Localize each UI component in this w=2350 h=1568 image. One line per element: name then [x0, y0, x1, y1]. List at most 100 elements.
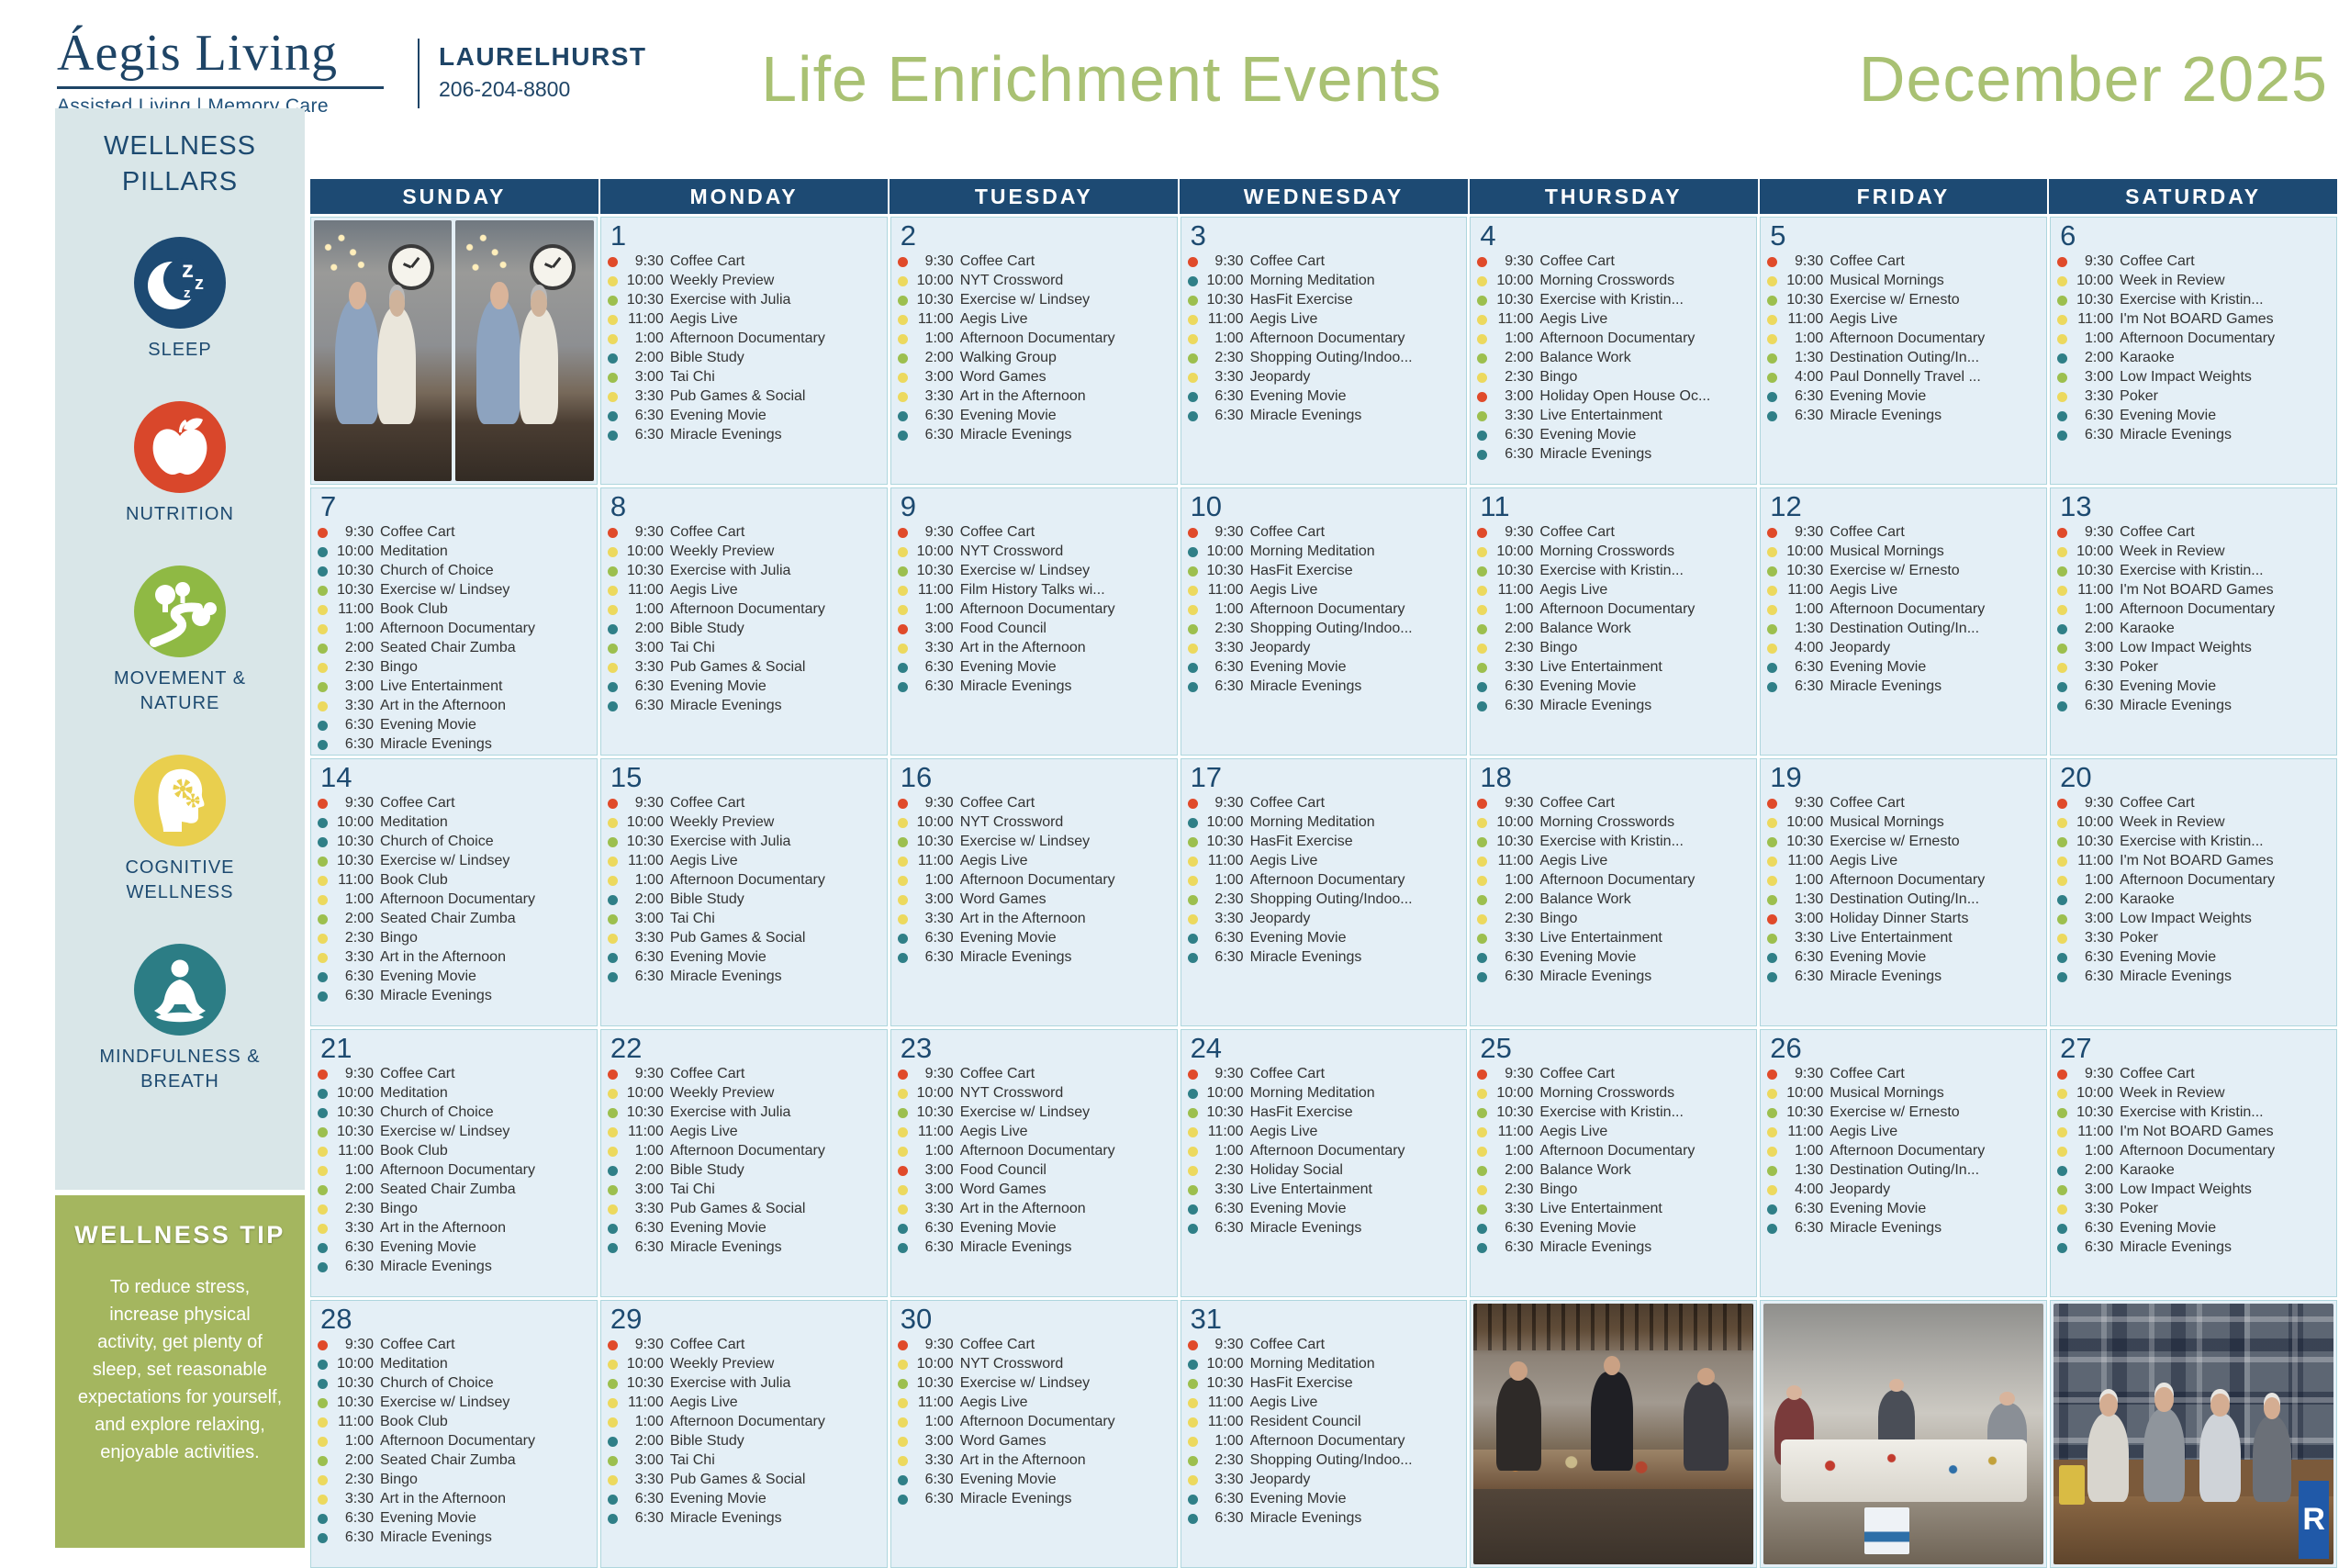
event: 11:00 Aegis Live	[1767, 310, 2044, 329]
event-label: Seated Chair Zumba	[380, 640, 516, 655]
event-time: 9:30	[2085, 253, 2114, 269]
pillar-dot-cognitive	[897, 817, 908, 828]
event-time: 3:30	[1505, 408, 1534, 423]
event: 2:30 Shopping Outing/Indoo...	[1187, 620, 1465, 638]
event-time: 6:30	[924, 427, 954, 442]
pillar-cognitive-wellness: COGNITIVE WELLNESS	[93, 755, 267, 905]
pillar-dot-movement	[318, 1184, 328, 1195]
event: 3:30 Jeopardy	[1187, 368, 1465, 386]
pillar-dot-cognitive	[318, 604, 328, 615]
pillar-dot-cognitive	[1187, 856, 1198, 867]
event-time: 1:00	[344, 1162, 374, 1178]
event-label: Afternoon Documentary	[380, 1162, 535, 1178]
event: 6:30 Evening Movie	[2057, 948, 2334, 967]
event-time: 3:00	[2085, 1182, 2114, 1197]
event-label: Coffee Cart	[669, 524, 745, 540]
event: 1:00 Afternoon Documentary	[1767, 600, 2044, 619]
event: 6:30 Evening Movie	[1187, 658, 1465, 677]
event: 6:30 Evening Movie	[1767, 387, 2044, 406]
event: 3:30 Art in the Afternoon	[897, 639, 1175, 657]
event-label: Evening Movie	[1539, 427, 1637, 442]
event-label: Afternoon Documentary	[1539, 330, 1695, 346]
event-time: 6:30	[1505, 698, 1534, 713]
event-label: Evening Movie	[1830, 949, 1927, 965]
event-time: 1:30	[1795, 891, 1824, 907]
event: 6:30 Evening Movie	[1187, 929, 1465, 947]
event-time: 2:30	[1505, 369, 1534, 385]
event-label: Aegis Live	[1539, 582, 1608, 598]
event-label: Seated Chair Zumba	[380, 911, 516, 926]
event-label: Meditation	[380, 1085, 448, 1101]
pillar-dot-mindfulness	[318, 720, 328, 731]
event: 6:30 Miracle Evenings	[1187, 407, 1465, 425]
date-number: 14	[320, 761, 352, 793]
event-label: Live Entertainment	[380, 678, 503, 694]
event: 10:30 Church of Choice	[318, 562, 595, 580]
event-label: Coffee Cart	[380, 1337, 455, 1352]
event: 11:00 Book Club	[318, 600, 595, 619]
calendar-cell-day-24: 24 9:30 Coffee Cart 10:00 Morning Meditation…	[1180, 1029, 1468, 1297]
pillar-dot-cognitive	[1767, 1184, 1778, 1195]
event: 11:00 Aegis Live	[607, 1394, 885, 1412]
event: 10:00 Morning Meditation	[1187, 1084, 1465, 1103]
event: 9:30 Coffee Cart	[607, 252, 885, 271]
event-label: Evening Movie	[669, 1491, 767, 1506]
event-time: 6:30	[344, 1259, 374, 1274]
event: 3:30 Pub Games & Social	[607, 929, 885, 947]
event-time: 10:30	[1786, 1104, 1824, 1120]
event: 3:00 Word Games	[897, 1181, 1175, 1199]
event-time: 6:30	[2085, 949, 2114, 965]
event-time: 2:00	[634, 621, 664, 636]
event-label: Art in the Afternoon	[959, 640, 1086, 655]
event: 10:00 Morning Meditation	[1187, 813, 1465, 832]
event-time: 1:00	[1505, 1143, 1534, 1159]
event-time: 11:00	[1207, 582, 1244, 598]
pillar-label-movement-nature: MOVEMENT & NATURE	[113, 668, 247, 714]
pillar-dot-cognitive	[897, 604, 908, 615]
pillar-dot-cognitive	[1477, 643, 1488, 654]
pillar-dot-cognitive	[607, 1088, 618, 1099]
event: 3:30 Live Entertainment	[1477, 1200, 1754, 1218]
event-label: NYT Crossword	[959, 1356, 1064, 1372]
event: 11:00 Aegis Live	[897, 852, 1175, 870]
event-time: 9:30	[634, 524, 664, 540]
event-label: Afternoon Documentary	[2120, 601, 2276, 617]
event: 9:30 Coffee Cart	[897, 1336, 1175, 1354]
event-label: Exercise w/ Lindsey	[380, 582, 510, 598]
calendar-cell-day-16: 16 9:30 Coffee Cart 10:00 NYT Crossword 10:30…	[890, 758, 1178, 1026]
event: 10:30 Exercise with Kristin...	[1477, 1103, 1754, 1122]
event-label: Miracle Evenings	[1249, 678, 1362, 694]
event-label: Low Impact Weights	[2120, 640, 2252, 655]
event: 11:00 Aegis Live	[897, 1123, 1175, 1141]
event-time: 1:00	[344, 1433, 374, 1449]
event: 6:30 Miracle Evenings	[1767, 968, 2044, 986]
event-time: 6:30	[924, 408, 954, 423]
seated-resident	[2087, 1394, 2130, 1502]
pillar-dot-cognitive	[607, 391, 618, 402]
event: 10:00 NYT Crossword	[897, 1355, 1175, 1373]
event-time: 9:30	[1214, 795, 1244, 811]
pillar-dot-cognitive	[318, 1223, 328, 1234]
event-label: Bingo	[1539, 640, 1578, 655]
pillar-dot-nutrition	[1187, 1339, 1198, 1350]
pillar-dot-mindfulness	[1187, 1088, 1198, 1099]
event: 1:00 Afternoon Documentary	[2057, 600, 2334, 619]
event: 10:00 Weekly Preview	[607, 1084, 885, 1103]
event-time: 3:30	[1505, 930, 1534, 946]
date-number: 20	[2060, 761, 2092, 793]
event-label: Food Council	[959, 1162, 1046, 1178]
date-number: 13	[2060, 490, 2092, 522]
event-label: Art in the Afternoon	[380, 1491, 506, 1506]
event-label: Coffee Cart	[959, 1066, 1035, 1081]
meditation-icon	[134, 944, 226, 1036]
event-label: Miracle Evenings	[380, 1529, 492, 1545]
event: 2:00 Karaoke	[2057, 1161, 2334, 1180]
event: 2:00 Bible Study	[607, 1432, 885, 1450]
event-label: Coffee Cart	[959, 524, 1035, 540]
pillar-dot-cognitive	[318, 933, 328, 944]
event-time: 1:00	[1505, 872, 1534, 888]
event-time: 10:30	[1786, 292, 1824, 308]
date-number: 17	[1190, 761, 1223, 793]
event-time: 11:00	[1787, 1124, 1824, 1139]
event-label: Holiday Open House Oc...	[1539, 388, 1711, 404]
